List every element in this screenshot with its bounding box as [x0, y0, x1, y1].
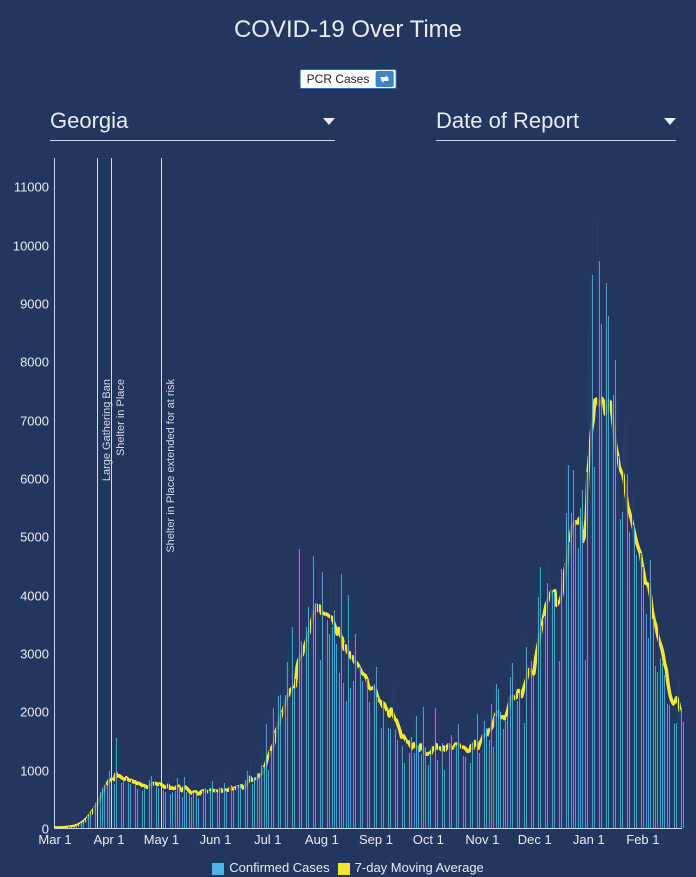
y-axis-tick: 10000 — [13, 238, 49, 253]
chevron-down-icon — [323, 118, 335, 125]
plot-area: 0100020003000400050006000700080009000100… — [54, 158, 682, 829]
y-axis-tick: 7000 — [20, 413, 49, 428]
legend-swatch — [338, 863, 350, 875]
y-axis-tick: 1000 — [20, 763, 49, 778]
x-axis-tick: Jul 1 — [254, 832, 281, 847]
x-axis-tick: Jan 1 — [573, 832, 605, 847]
data-bar — [682, 722, 684, 828]
y-axis-tick: 8000 — [20, 355, 49, 370]
y-axis-tick: 5000 — [20, 530, 49, 545]
x-axis-tick: Oct 1 — [413, 832, 444, 847]
annotation-line — [161, 158, 162, 828]
x-axis-tick: Nov 1 — [465, 832, 499, 847]
dropdown-row: Georgia Date of Report — [50, 108, 676, 141]
chart-container: 0100020003000400050006000700080009000100… — [0, 150, 696, 877]
annotation-label: Shelter in Place — [115, 379, 127, 456]
date-mode-dropdown[interactable]: Date of Report — [436, 108, 676, 141]
x-axis-tick: Aug 1 — [305, 832, 339, 847]
legend-item: Confirmed Cases — [212, 860, 329, 875]
case-type-selected: PCR Cases — [307, 72, 370, 86]
legend-label: Confirmed Cases — [229, 860, 329, 875]
page-title: COVID-19 Over Time — [0, 16, 696, 44]
legend-swatch — [212, 863, 224, 875]
region-dropdown-label: Georgia — [50, 108, 128, 134]
annotation-label: Shelter in Place extended for at risk — [165, 379, 177, 553]
legend-label: 7-day Moving Average — [355, 860, 484, 875]
legend: Confirmed Cases 7-day Moving Average — [0, 860, 696, 875]
x-axis-tick: Feb 1 — [626, 832, 659, 847]
x-axis-tick: Sep 1 — [359, 832, 393, 847]
date-mode-dropdown-label: Date of Report — [436, 108, 579, 134]
case-type-selector[interactable]: PCR Cases — [300, 69, 397, 89]
y-axis-tick: 4000 — [20, 588, 49, 603]
annotation-line — [111, 158, 112, 828]
legend-item: 7-day Moving Average — [338, 860, 484, 875]
y-axis-tick: 9000 — [20, 296, 49, 311]
y-axis-tick: 11000 — [14, 180, 49, 195]
chevron-down-icon — [664, 118, 676, 125]
annotation-line — [97, 158, 98, 828]
x-axis-tick: Mar 1 — [38, 832, 71, 847]
x-axis-tick: May 1 — [144, 832, 179, 847]
swap-icon — [375, 71, 393, 87]
region-dropdown[interactable]: Georgia — [50, 108, 335, 141]
x-axis-tick: Jun 1 — [200, 832, 232, 847]
x-axis-tick: Apr 1 — [94, 832, 125, 847]
y-axis-tick: 3000 — [20, 646, 49, 661]
y-axis-tick: 6000 — [20, 471, 49, 486]
dashboard-root: COVID-19 Over Time PCR Cases Georgia Dat… — [0, 0, 696, 877]
y-axis-tick: 2000 — [20, 705, 49, 720]
x-axis-tick: Dec 1 — [518, 832, 552, 847]
